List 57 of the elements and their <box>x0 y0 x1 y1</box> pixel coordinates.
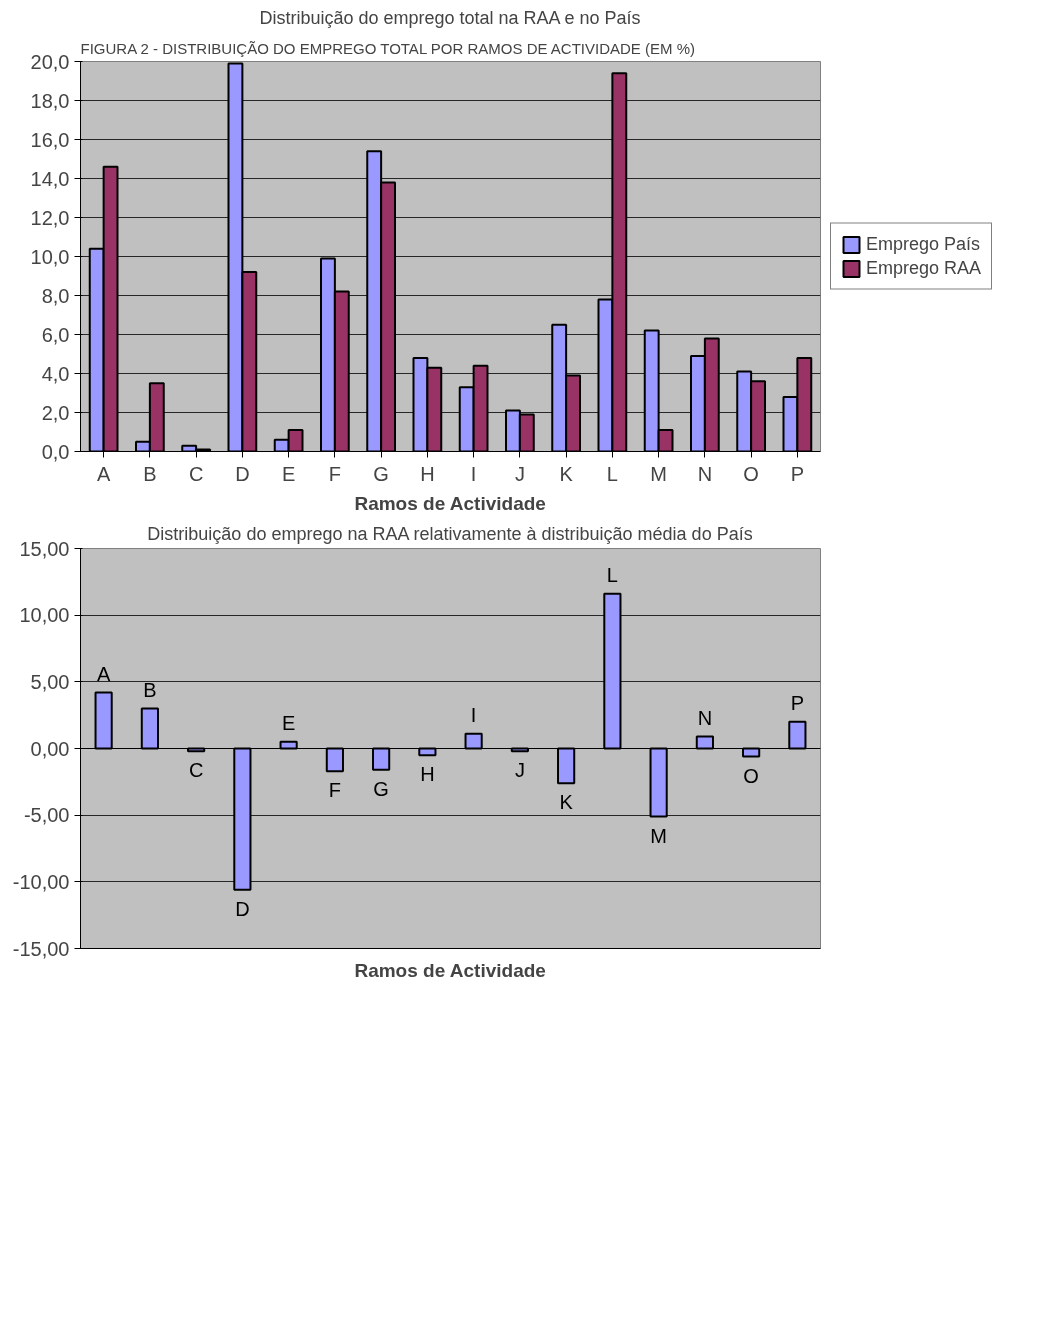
x-tick-label: I <box>470 462 477 485</box>
text: FIGURA 2 - DISTRIBUIÇÃO DO EMPREGO TOTAL POR RAMOS DE ACTIVIDADE (EM %) <box>80 39 696 57</box>
category-label: F <box>328 779 341 802</box>
category-label: G <box>373 777 389 800</box>
x-tick-label: L <box>606 462 618 485</box>
x-tick-label: O <box>743 462 759 485</box>
y-tick-label: 6,0 <box>41 323 70 346</box>
legend-label: Emprego País <box>866 233 981 255</box>
category-label: P <box>790 691 805 714</box>
category-label: D <box>235 897 250 920</box>
x-tick-label: M <box>650 462 667 485</box>
x-tick-label: B <box>143 462 157 485</box>
category-label: I <box>470 703 477 726</box>
category-label: O <box>743 764 759 787</box>
x-tick-label: G <box>373 462 389 485</box>
y-tick-label: -10,00 <box>12 870 70 893</box>
y-tick-label: 4,0 <box>41 362 70 385</box>
category-label: H <box>420 763 435 786</box>
y-tick-label: 0,0 <box>41 440 70 463</box>
category-label: M <box>650 824 667 847</box>
category-label: E <box>281 711 296 734</box>
x-tick-label: E <box>281 462 296 485</box>
y-tick-label: 20,0 <box>30 50 70 73</box>
y-tick-label: 12,0 <box>30 206 70 229</box>
y-tick-label: 8,0 <box>41 284 70 307</box>
x-tick-label: K <box>559 462 574 485</box>
category-label: N <box>697 706 713 729</box>
x-tick-label: J <box>514 462 525 485</box>
y-tick-label: 0,00 <box>30 737 70 760</box>
chart-title: Distribuição do emprego na RAA relativamente à distribuição média do País <box>147 523 753 544</box>
category-label: B <box>143 678 157 701</box>
y-tick-label: 14,0 <box>30 167 70 190</box>
legend-label: Emprego RAA <box>866 257 982 279</box>
y-tick-label: 10,0 <box>30 245 70 268</box>
y-tick-label: -15,00 <box>12 937 70 960</box>
category-label: K <box>559 791 573 814</box>
x-tick-label: D <box>235 462 250 485</box>
y-tick-label: 10,00 <box>19 604 70 627</box>
x-axis-title: Ramos de Actividade <box>354 959 546 981</box>
x-tick-label: F <box>328 462 341 485</box>
chart-title: Distribuição do emprego total na RAA e no País <box>259 7 641 28</box>
x-tick-label: P <box>790 462 805 485</box>
y-tick-label: 15,00 <box>19 537 70 560</box>
x-tick-label: C <box>188 462 204 485</box>
x-tick-label: H <box>420 462 435 485</box>
category-label: L <box>606 563 618 586</box>
y-tick-label: 18,0 <box>30 89 70 112</box>
y-tick-label: 5,00 <box>30 670 70 693</box>
y-tick-label: -5,00 <box>23 804 70 827</box>
x-tick-label: A <box>96 462 111 485</box>
category-label: A <box>96 662 111 685</box>
y-tick-label: 2,0 <box>41 401 70 424</box>
x-axis-title: Ramos de Actividade <box>354 492 546 514</box>
x-tick-label: N <box>697 462 713 485</box>
category-label: C <box>188 759 204 782</box>
y-tick-label: 16,0 <box>30 128 70 151</box>
category-label: J <box>514 759 525 782</box>
